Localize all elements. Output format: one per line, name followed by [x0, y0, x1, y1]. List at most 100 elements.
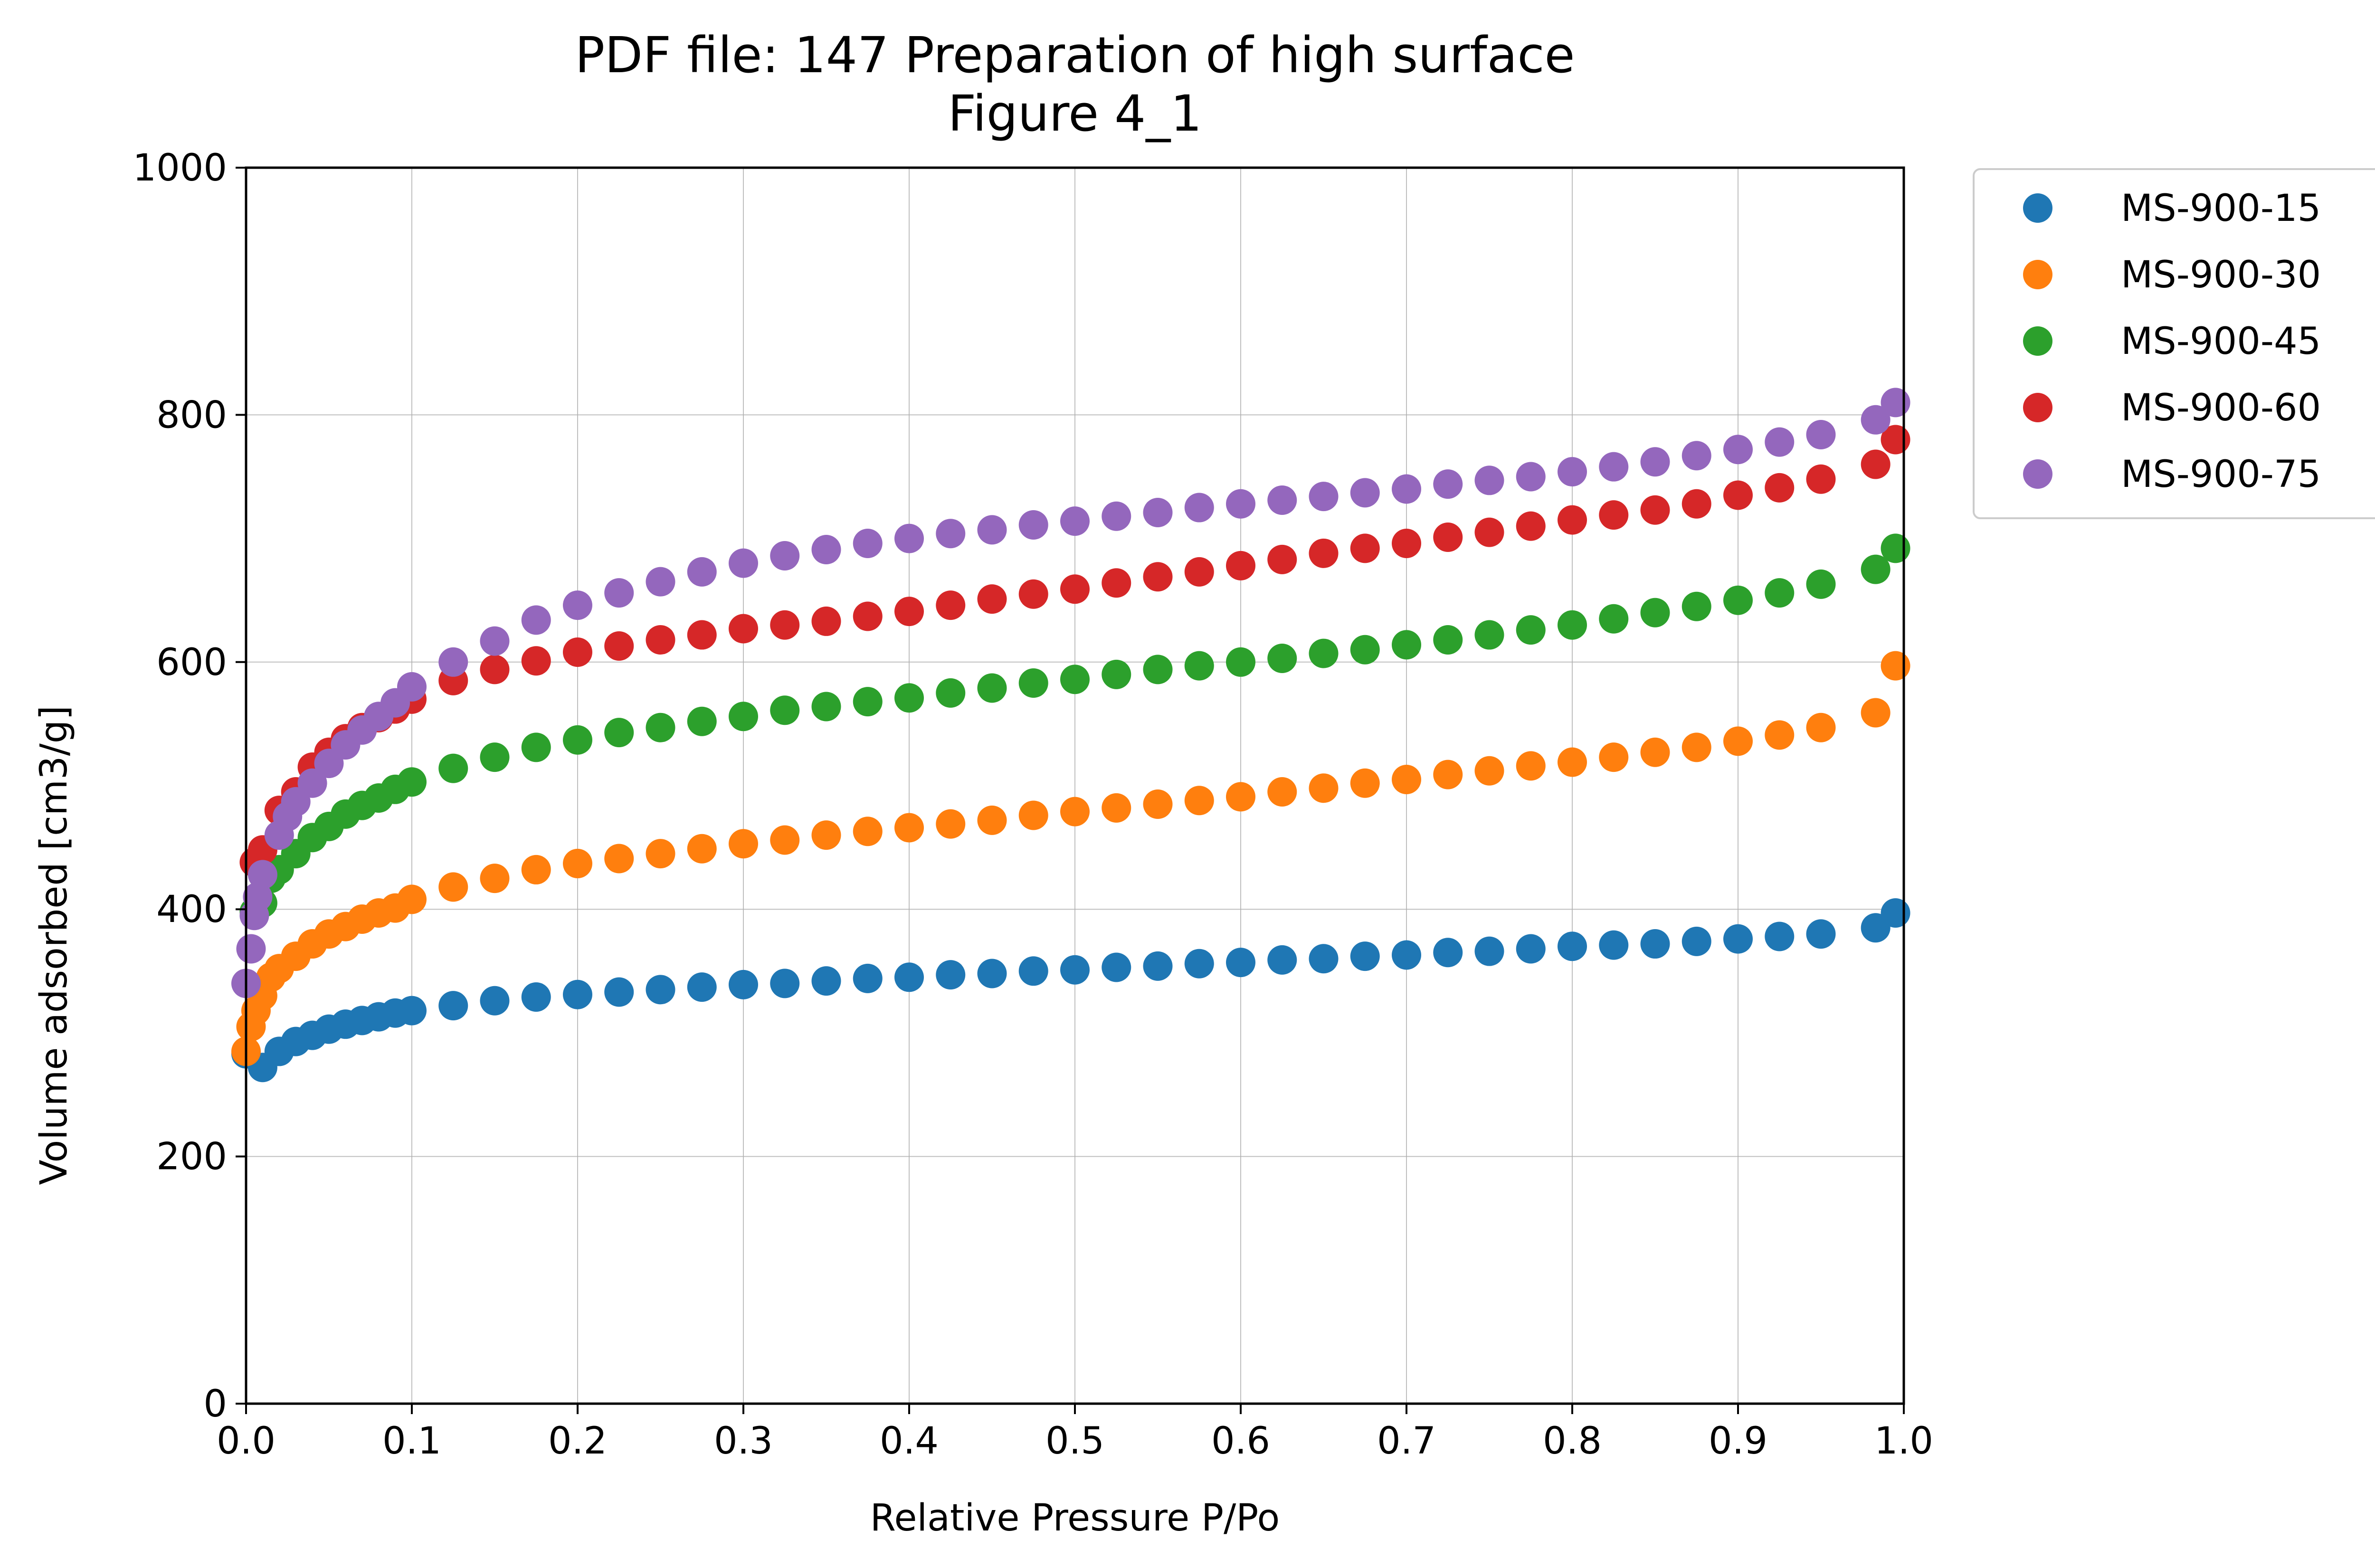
data-point	[1723, 924, 1753, 954]
x-tick-label: 0.2	[548, 1420, 607, 1463]
data-point	[1765, 427, 1795, 457]
data-point	[1558, 457, 1587, 487]
y-tick-label: 400	[156, 888, 227, 931]
data-point	[397, 672, 427, 702]
data-point	[1102, 659, 1131, 689]
x-tick-label: 0.8	[1543, 1420, 1602, 1463]
data-point	[1350, 635, 1380, 665]
data-point	[687, 834, 717, 864]
data-point	[1640, 447, 1670, 477]
data-point	[853, 601, 883, 631]
data-point	[1309, 538, 1339, 568]
data-point	[687, 620, 717, 650]
x-tick-label: 0.0	[217, 1420, 276, 1463]
legend-label: MS-900-60	[2121, 387, 2321, 429]
data-point	[1640, 929, 1670, 959]
data-point	[770, 695, 800, 725]
data-point	[1861, 449, 1890, 479]
data-point	[1474, 620, 1504, 650]
x-tick-label: 0.5	[1045, 1420, 1104, 1463]
data-point	[1018, 579, 1048, 609]
data-point	[977, 805, 1007, 835]
data-point	[646, 839, 675, 869]
data-point	[853, 529, 883, 559]
data-point	[1226, 948, 1255, 978]
data-point	[297, 768, 327, 798]
legend-label: MS-900-45	[2121, 320, 2321, 363]
data-point	[480, 742, 510, 772]
data-point	[1102, 793, 1131, 823]
data-point	[729, 548, 758, 578]
data-point	[1350, 941, 1380, 971]
x-tick-label: 0.1	[382, 1420, 441, 1463]
data-point	[894, 962, 924, 992]
data-point	[438, 872, 468, 902]
data-point	[853, 963, 883, 993]
data-point	[811, 535, 841, 565]
data-point	[438, 647, 468, 677]
data-point	[1861, 405, 1890, 435]
data-point	[604, 977, 634, 1007]
data-point	[480, 655, 510, 684]
data-point	[936, 519, 966, 549]
data-point	[1599, 930, 1629, 960]
data-point	[1226, 647, 1255, 677]
data-point	[563, 848, 592, 878]
data-point	[1350, 533, 1380, 563]
data-point	[687, 557, 717, 587]
y-tick-label: 600	[156, 641, 227, 684]
data-point	[687, 706, 717, 736]
data-point	[1682, 489, 1711, 519]
data-point	[1558, 610, 1587, 640]
data-points	[231, 388, 1910, 1083]
data-point	[1267, 544, 1297, 574]
data-point	[1392, 529, 1421, 559]
data-point	[1267, 945, 1297, 975]
data-point	[604, 631, 634, 661]
series-MS-900-15	[231, 898, 1910, 1083]
legend-marker	[2023, 193, 2052, 223]
data-point	[521, 605, 551, 635]
data-point	[729, 969, 758, 999]
data-point	[1640, 737, 1670, 767]
data-point	[1102, 568, 1131, 598]
data-point	[1516, 462, 1546, 492]
data-point	[1184, 557, 1214, 587]
data-point	[646, 625, 675, 655]
data-point	[894, 523, 924, 553]
data-point	[811, 966, 841, 996]
data-point	[729, 614, 758, 644]
data-point	[1267, 777, 1297, 807]
y-tick-label: 200	[156, 1136, 227, 1178]
data-point	[811, 606, 841, 636]
data-point	[1599, 452, 1629, 482]
data-point	[1474, 936, 1504, 966]
data-point	[397, 996, 427, 1026]
y-tick-label: 1000	[133, 147, 227, 190]
data-point	[1060, 506, 1090, 536]
legend-box	[1973, 168, 2375, 519]
data-point	[1309, 944, 1339, 974]
data-point	[604, 718, 634, 748]
data-point	[1765, 578, 1795, 608]
data-point	[480, 986, 510, 1016]
data-point	[1806, 420, 1836, 450]
data-point	[247, 860, 277, 890]
data-point	[770, 610, 800, 640]
data-point	[604, 844, 634, 874]
data-point	[1392, 630, 1421, 660]
data-point	[1516, 511, 1546, 541]
data-point	[1474, 756, 1504, 786]
data-point	[1765, 922, 1795, 951]
data-point	[1861, 698, 1890, 728]
x-tick-label: 0.7	[1377, 1420, 1436, 1463]
data-point	[1392, 764, 1421, 794]
data-point	[729, 702, 758, 732]
x-tick-label: 0.3	[714, 1420, 773, 1463]
data-point	[1350, 768, 1380, 798]
data-point	[1226, 782, 1255, 812]
data-point	[977, 959, 1007, 988]
legend: MS-900-15 MS-900-30 MS-900-45 MS-900-60 MS-9…	[1973, 168, 2375, 519]
data-point	[1060, 665, 1090, 694]
data-point	[1474, 517, 1504, 547]
